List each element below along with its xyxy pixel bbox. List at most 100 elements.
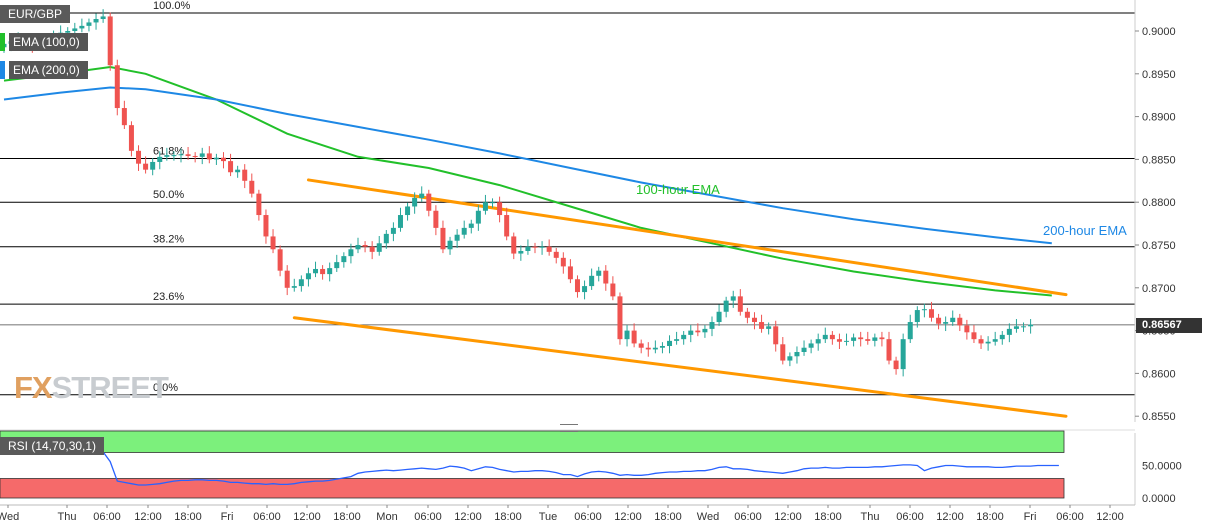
bearish-candle [865, 339, 871, 341]
bullish-candle [999, 334, 1005, 340]
price-tick-label: 0.8600 [1142, 368, 1176, 380]
rsi-legend[interactable]: RSI (14,70,30,1) [0, 437, 105, 455]
bullish-candle [65, 31, 71, 33]
bullish-candle [164, 155, 170, 157]
bearish-candle [574, 279, 580, 293]
bullish-candle [667, 340, 673, 347]
bearish-candle [617, 296, 623, 340]
bullish-candle [298, 279, 304, 287]
fib-level-label: 50.0% [153, 189, 184, 201]
time-tick-label: 06:00 [574, 511, 602, 523]
bullish-candle [334, 262, 340, 269]
bullish-candle [907, 322, 913, 340]
ema200-legend[interactable]: EMA (200,0) [0, 61, 88, 79]
pair-legend[interactable]: EUR/GBP [0, 5, 71, 23]
bullish-candle [539, 246, 545, 248]
bearish-candle [964, 325, 970, 333]
current-price-tag: 0.86567 [1136, 318, 1202, 333]
rsi-tick-label: 0.0000 [1142, 493, 1176, 505]
bullish-candle [518, 250, 524, 254]
ema100-swatch [0, 33, 5, 51]
bearish-candle [114, 65, 120, 109]
bullish-candle [348, 249, 354, 257]
ema200-swatch [0, 61, 5, 79]
bullish-candle [794, 352, 800, 357]
bullish-candle [1013, 326, 1019, 329]
bullish-candle [468, 223, 474, 228]
bullish-candle [1028, 324, 1034, 327]
time-tick-label: Thu [861, 511, 880, 523]
bearish-candle [277, 249, 283, 271]
time-tick-label: 06:00 [896, 511, 924, 523]
bullish-candle [808, 343, 814, 348]
bearish-candle [121, 108, 127, 126]
bearish-candle [284, 270, 290, 288]
price-tick-label: 0.9000 [1142, 26, 1176, 38]
time-tick-label: Mon [376, 511, 397, 523]
pane-resize-handle[interactable] [560, 424, 578, 432]
bullish-candle [702, 328, 708, 333]
bearish-candle [567, 266, 573, 280]
watermark-fx: FX [14, 370, 53, 405]
ema200-legend-label: EMA (200,0) [9, 61, 88, 79]
bullish-candle [589, 275, 595, 287]
price-tick-label: 0.8900 [1142, 112, 1176, 124]
bearish-candle [603, 270, 609, 284]
bearish-candle [610, 283, 616, 297]
bullish-candle [872, 337, 878, 341]
bullish-candle [787, 356, 793, 361]
bearish-candle [263, 215, 269, 237]
bullish-candle [150, 161, 156, 170]
bullish-candle [72, 28, 78, 31]
bullish-candle [921, 309, 927, 311]
time-tick-label: Fri [1024, 511, 1037, 523]
bearish-candle [497, 202, 503, 216]
ema100-annotation: 100-hour EMA [636, 182, 720, 197]
bearish-candle [936, 317, 942, 324]
time-tick-label: 18:00 [494, 511, 522, 523]
bullish-candle [305, 273, 311, 280]
ema100-line [3, 65, 1052, 297]
bullish-candle [851, 337, 857, 341]
bearish-candle [638, 343, 644, 348]
time-tick-label: 12:00 [293, 511, 321, 523]
bullish-candle [652, 347, 658, 350]
bullish-candle [674, 339, 680, 341]
bullish-candle [723, 300, 729, 312]
bullish-candle [390, 227, 396, 234]
bullish-candle [950, 317, 956, 323]
price-plot-background [0, 0, 1135, 422]
bullish-candle [709, 322, 715, 329]
bearish-candle [192, 155, 198, 157]
rsi-legend-label: RSI (14,70,30,1) [0, 437, 105, 455]
rsi-panel: 50.0000 0.0000 [0, 430, 1182, 505]
bullish-candle [900, 339, 906, 370]
bearish-candle [532, 246, 538, 248]
pair-label: EUR/GBP [0, 5, 71, 23]
bullish-candle [355, 245, 361, 250]
bullish-candle [447, 240, 453, 250]
bullish-candle [490, 202, 496, 204]
bullish-candle [86, 22, 92, 26]
ema200-annotation: 200-hour EMA [1043, 223, 1127, 238]
bullish-candle [992, 339, 998, 342]
fib-level-label: 61.8% [153, 146, 184, 158]
ema100-legend[interactable]: EMA (100,0) [0, 33, 88, 51]
price-tick-label: 0.8950 [1142, 69, 1176, 81]
channel-lower-line [292, 316, 1068, 418]
bullish-candle [178, 154, 184, 156]
falling-channel [292, 178, 1068, 418]
rsi-tick-label: 50.0000 [1142, 461, 1182, 473]
bullish-candle [1006, 328, 1012, 335]
bearish-candle [751, 317, 757, 323]
time-tick-label: Wed [697, 511, 719, 523]
time-tick-label: 18:00 [333, 511, 361, 523]
bearish-candle [744, 311, 750, 318]
bullish-candle [341, 256, 347, 263]
bullish-candle [327, 268, 333, 275]
bearish-candle [362, 245, 368, 247]
bullish-candle [383, 233, 389, 244]
fib-level-label: 23.6% [153, 291, 184, 303]
bullish-candle [157, 156, 163, 162]
bullish-candle [716, 311, 722, 323]
